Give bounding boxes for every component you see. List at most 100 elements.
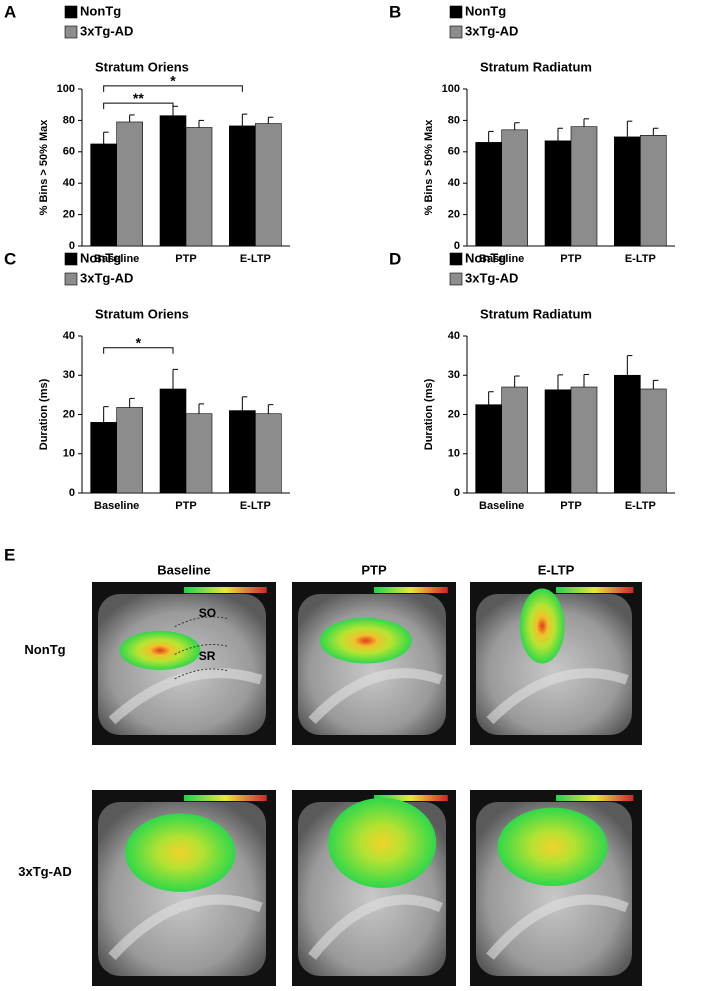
slice-band <box>108 668 263 725</box>
significance-label: ** <box>133 90 144 106</box>
y-axis-label: % Bins > 50% Max <box>38 119 50 216</box>
layer-label: SR <box>199 649 216 663</box>
bar <box>570 386 598 494</box>
panel-e: E Baseline PTP E-LTP NonTg 3xTg-AD SO SR <box>4 545 642 986</box>
legend-label: 3xTg-AD <box>80 23 133 38</box>
bar <box>229 125 256 247</box>
activity-blob <box>319 617 412 664</box>
slice-band <box>308 894 444 960</box>
x-tick-label: E-LTP <box>240 253 271 265</box>
significance-bracket <box>103 85 243 92</box>
chart: D NonTg 3xTg-AD Stratum Radiatum Duration (m… <box>389 249 675 512</box>
row-label: 3xTg-AD <box>18 864 71 879</box>
y-tick-label: 0 <box>454 240 460 252</box>
legend-swatch <box>64 252 78 266</box>
legend-label: NonTg <box>80 250 121 265</box>
bar <box>90 422 117 494</box>
x-tick-label: PTP <box>560 500 581 512</box>
y-tick-label: 10 <box>63 448 75 460</box>
y-tick-label: 60 <box>448 146 460 158</box>
activity-blob <box>125 813 236 892</box>
bar <box>614 374 641 494</box>
bar <box>229 410 256 494</box>
x-tick-label: Baseline <box>479 253 524 265</box>
y-tick-label: 40 <box>63 330 75 342</box>
y-tick-label: 0 <box>454 487 460 499</box>
bar <box>501 386 528 494</box>
panel-label: E <box>4 545 15 564</box>
y-tick-label: 20 <box>448 209 460 221</box>
x-tick-label: PTP <box>560 253 581 265</box>
activity-blob <box>497 807 608 887</box>
chart-title: Stratum Oriens <box>95 306 189 321</box>
panel-label: B <box>389 2 401 21</box>
color-bar <box>184 587 267 593</box>
bar <box>544 140 572 247</box>
layer-label: SO <box>199 606 216 620</box>
x-tick-label: Baseline <box>94 253 139 265</box>
bar <box>185 413 213 494</box>
y-tick-label: 40 <box>448 177 460 189</box>
bar <box>255 413 282 494</box>
chart: C NonTg 3xTg-AD Stratum Oriens Duration (ms)… <box>4 249 290 512</box>
panel-label: D <box>389 249 401 268</box>
y-tick-label: 0 <box>69 487 75 499</box>
y-tick-label: 10 <box>448 448 460 460</box>
slice-band <box>308 668 443 724</box>
bar <box>159 388 187 494</box>
bar <box>90 143 117 247</box>
y-tick-label: 20 <box>63 408 75 420</box>
y-tick-label: 20 <box>448 408 460 420</box>
panel-label: C <box>4 249 16 268</box>
y-tick-label: 40 <box>63 177 75 189</box>
chart-title: Stratum Oriens <box>95 59 189 74</box>
legend-swatch <box>64 5 78 19</box>
legend-label: 3xTg-AD <box>465 270 518 285</box>
legend-swatch <box>449 252 463 266</box>
color-bar <box>556 795 634 801</box>
bar <box>570 126 598 247</box>
significance-label: * <box>136 334 142 350</box>
column-label: E-LTP <box>538 562 575 577</box>
significance-bracket <box>103 102 174 110</box>
x-tick-label: E-LTP <box>625 253 656 265</box>
bar <box>116 407 143 494</box>
x-tick-label: E-LTP <box>625 500 656 512</box>
bar <box>501 129 528 247</box>
significance-label: * <box>170 73 176 89</box>
layer-guide <box>174 616 229 628</box>
bar <box>640 135 667 247</box>
slice-band <box>486 668 629 725</box>
bar <box>116 121 143 247</box>
color-bar <box>184 795 267 801</box>
row-label: NonTg <box>24 642 65 657</box>
legend-label: 3xTg-AD <box>80 270 133 285</box>
bar <box>544 389 572 494</box>
legend-label: 3xTg-AD <box>465 23 518 38</box>
layer-guide <box>174 668 229 680</box>
y-axis-label: % Bins > 50% Max <box>423 119 435 216</box>
y-tick-label: 80 <box>63 114 75 126</box>
activity-blob <box>328 797 437 888</box>
x-tick-label: Baseline <box>94 500 139 512</box>
y-tick-label: 60 <box>63 146 75 158</box>
legend-label: NonTg <box>80 3 121 18</box>
y-tick-label: 80 <box>448 114 460 126</box>
layer-guide <box>174 644 229 655</box>
column-label: PTP <box>361 562 387 577</box>
y-axis-label: Duration (ms) <box>423 378 435 450</box>
bar <box>159 115 187 247</box>
bar <box>475 142 502 247</box>
y-tick-label: 0 <box>69 240 75 252</box>
legend-label: NonTg <box>465 3 506 18</box>
y-tick-label: 100 <box>442 83 460 95</box>
y-tick-label: 30 <box>448 369 460 381</box>
chart: A NonTg 3xTg-AD Stratum Oriens % Bins > 50% … <box>4 2 290 265</box>
bar <box>614 136 641 247</box>
legend-label: NonTg <box>465 250 506 265</box>
bar <box>640 388 667 494</box>
y-tick-label: 40 <box>448 330 460 342</box>
x-tick-label: E-LTP <box>240 500 271 512</box>
y-tick-label: 20 <box>63 209 75 221</box>
